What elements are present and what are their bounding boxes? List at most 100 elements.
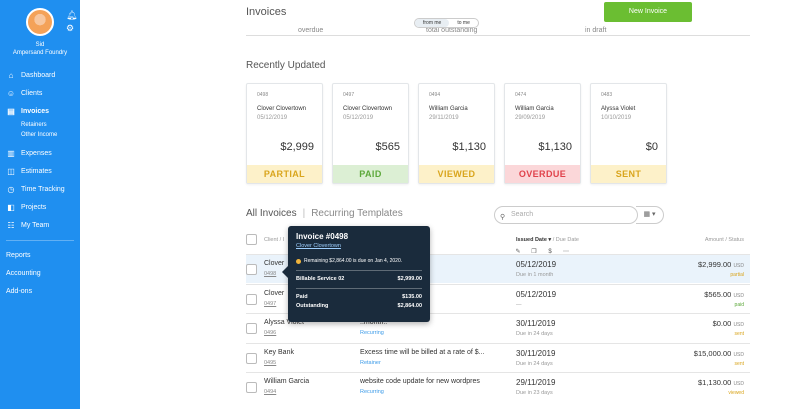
row-issued-date: 05/12/2019 [516,289,557,299]
row-status: paid [734,301,744,308]
recent-invoice-card[interactable]: 0498 Clover Clovertown 05/12/2019 $2,999… [246,83,323,184]
dollar-icon[interactable]: $ [548,249,552,255]
header-date[interactable]: Issued Date ▾ / Due Date [516,237,579,243]
card-amount: $2,999 [280,141,314,153]
line-label: Billable Service 02 [296,276,345,282]
tooltip-client-link[interactable]: Clover Clovertown [296,243,341,249]
sidebar-item-time-tracking[interactable]: ◷ Time Tracking [0,180,80,198]
paid-amount: $135.00 [402,294,422,300]
row-checkbox[interactable] [246,264,257,275]
sidebar-item-plain[interactable]: Add-ons [6,288,33,295]
tab-all-invoices[interactable]: All Invoices [246,208,297,219]
toggle-to-me[interactable]: to me [457,20,470,26]
sidebar-subitem[interactable]: Retainers [21,122,47,128]
sidebar-item-label: Dashboard [21,71,56,79]
row-client: Key Bank [264,348,294,356]
card-status-badge: OVERDUE [505,165,580,183]
row-currency: USD [733,381,744,387]
row-invoice-number[interactable]: 0496 [264,330,277,336]
user-name: Sid [35,42,45,48]
sidebar-item-invoices[interactable]: ▤ Invoices [0,102,80,120]
recent-invoice-card[interactable]: 0494 William Garcia 29/11/2019 $1,130 VI… [418,83,495,184]
from-to-toggle[interactable]: from me to me [414,18,479,28]
row-status: partial [730,272,744,278]
card-date: 05/12/2019 [257,115,288,121]
more-icon[interactable]: ⋯ [563,249,569,255]
sidebar-item-clients[interactable]: ☺ Clients [0,84,80,102]
edit-icon[interactable]: ✎ [515,249,521,255]
calendar-filter-button[interactable]: ▦ ▾ [636,206,664,224]
summary-overdue: overdue [298,27,324,34]
sidebar-item-plain[interactable]: Accounting [6,270,41,277]
main-nav: ⌂ Dashboard ☺ Clients ▤ Invoices Retainers Othe… [0,66,80,301]
row-invoice-number[interactable]: 0494 [264,389,277,395]
card-amount: $565 [375,141,400,153]
tooltip-line-item: Billable Service 02 $2,999.00 [296,276,422,282]
main-content: Invoices New Invoice overdue total outst… [80,0,800,409]
sidebar-item-my-team[interactable]: ☷ My Team [0,216,80,234]
row-type: Recurring [360,389,384,395]
header-amount[interactable]: Amount / Status [704,237,744,243]
row-client: William Garcia [264,378,310,385]
gear-icon[interactable]: ⚙ [66,23,75,33]
search-icon: ⚲ [500,214,506,221]
toggle-from-me[interactable]: from me [415,19,450,27]
header-due[interactable]: / Due Date [552,237,579,243]
sidebar-item-dashboard[interactable]: ⌂ Dashboard [0,66,80,84]
row-client: Clover [264,260,285,267]
row-invoice-number[interactable]: 0498 [264,271,277,277]
avatar[interactable] [26,8,54,36]
card-amount: $0 [645,141,658,153]
recent-invoice-card[interactable]: 0483 Alyssa Violet 10/10/2019 $0 SENT [590,83,667,184]
row-client: Alyssa Violet [264,319,304,326]
table-row[interactable]: Alyssa Violet 0496 ::month:: Recurring 3… [246,313,750,342]
tooltip-remaining: Remaining $2,864.00 is due on Jan 4, 202… [296,258,422,264]
card-client: William Garcia [515,106,554,112]
row-checkbox[interactable] [246,382,257,393]
row-amount-value: $565.00 [704,289,732,299]
card-client: William Garcia [429,106,468,112]
sidebar-item-expenses[interactable]: ▥ Expenses [0,144,80,162]
row-invoice-number[interactable]: 0495 [264,359,277,366]
row-checkbox[interactable] [246,323,257,334]
header-issued[interactable]: Issued Date ▾ [516,237,552,243]
row-currency: USD [733,292,744,299]
recent-invoice-card[interactable]: 0474 William Garcia 29/09/2019 $1,130 OV… [504,83,581,184]
row-amount-value: $2,999.00 [697,260,732,269]
bell-icon[interactable]: 🔔︎ [66,10,78,20]
select-all-checkbox[interactable] [246,234,257,245]
sidebar-subitem[interactable]: Other Income [21,132,58,138]
sidebar-item-plain[interactable]: Reports [6,252,31,259]
summary-draft: in draft [585,27,607,34]
row-description: website code update for new wordpres [360,378,480,385]
card-invoice-number: 0498 [257,92,269,98]
card-status-badge: VIEWED [419,165,494,183]
table-row[interactable]: William Garcia 0494 website code update … [246,372,750,401]
card-date: 05/12/2019 [343,115,374,121]
dashboard-icon: ⌂ [8,70,14,80]
header-client[interactable]: Client / I [264,237,285,243]
row-currency: USD [733,351,744,358]
row-checkbox[interactable] [246,293,257,305]
row-invoice-number[interactable]: 0497 [264,300,277,307]
sidebar-item-projects[interactable]: ◧ Projects [0,198,80,216]
recent-invoice-card[interactable]: 0497 Clover Clovertown 05/12/2019 $565 P… [332,83,409,184]
row-due: Due in 24 days [516,331,553,337]
card-amount: $1,130 [538,141,572,153]
row-issued-date: 30/11/2019 [516,319,556,328]
invoices-icon: ▤ [7,106,15,116]
table-row[interactable]: Key Bank 0495 Excess time will be billed… [246,342,750,372]
divider [246,35,750,36]
row-due: Due in 24 days [516,360,553,367]
duplicate-icon[interactable]: ❐ [531,249,537,255]
warning-dot-icon [296,258,301,264]
sidebar-item-label: Expenses [21,149,52,157]
row-description: ::month:: [360,319,388,326]
row-amount: $2,999.00 USD [698,260,744,269]
sidebar-item-label: Invoices [21,107,50,115]
row-checkbox[interactable] [246,352,257,364]
tab-recurring-templates[interactable]: Recurring Templates [311,208,403,219]
new-invoice-button[interactable]: New Invoice [604,2,692,22]
sidebar-item-estimates[interactable]: ◫ Estimates [0,162,80,180]
search-input[interactable]: ⚲ Search [494,206,638,224]
